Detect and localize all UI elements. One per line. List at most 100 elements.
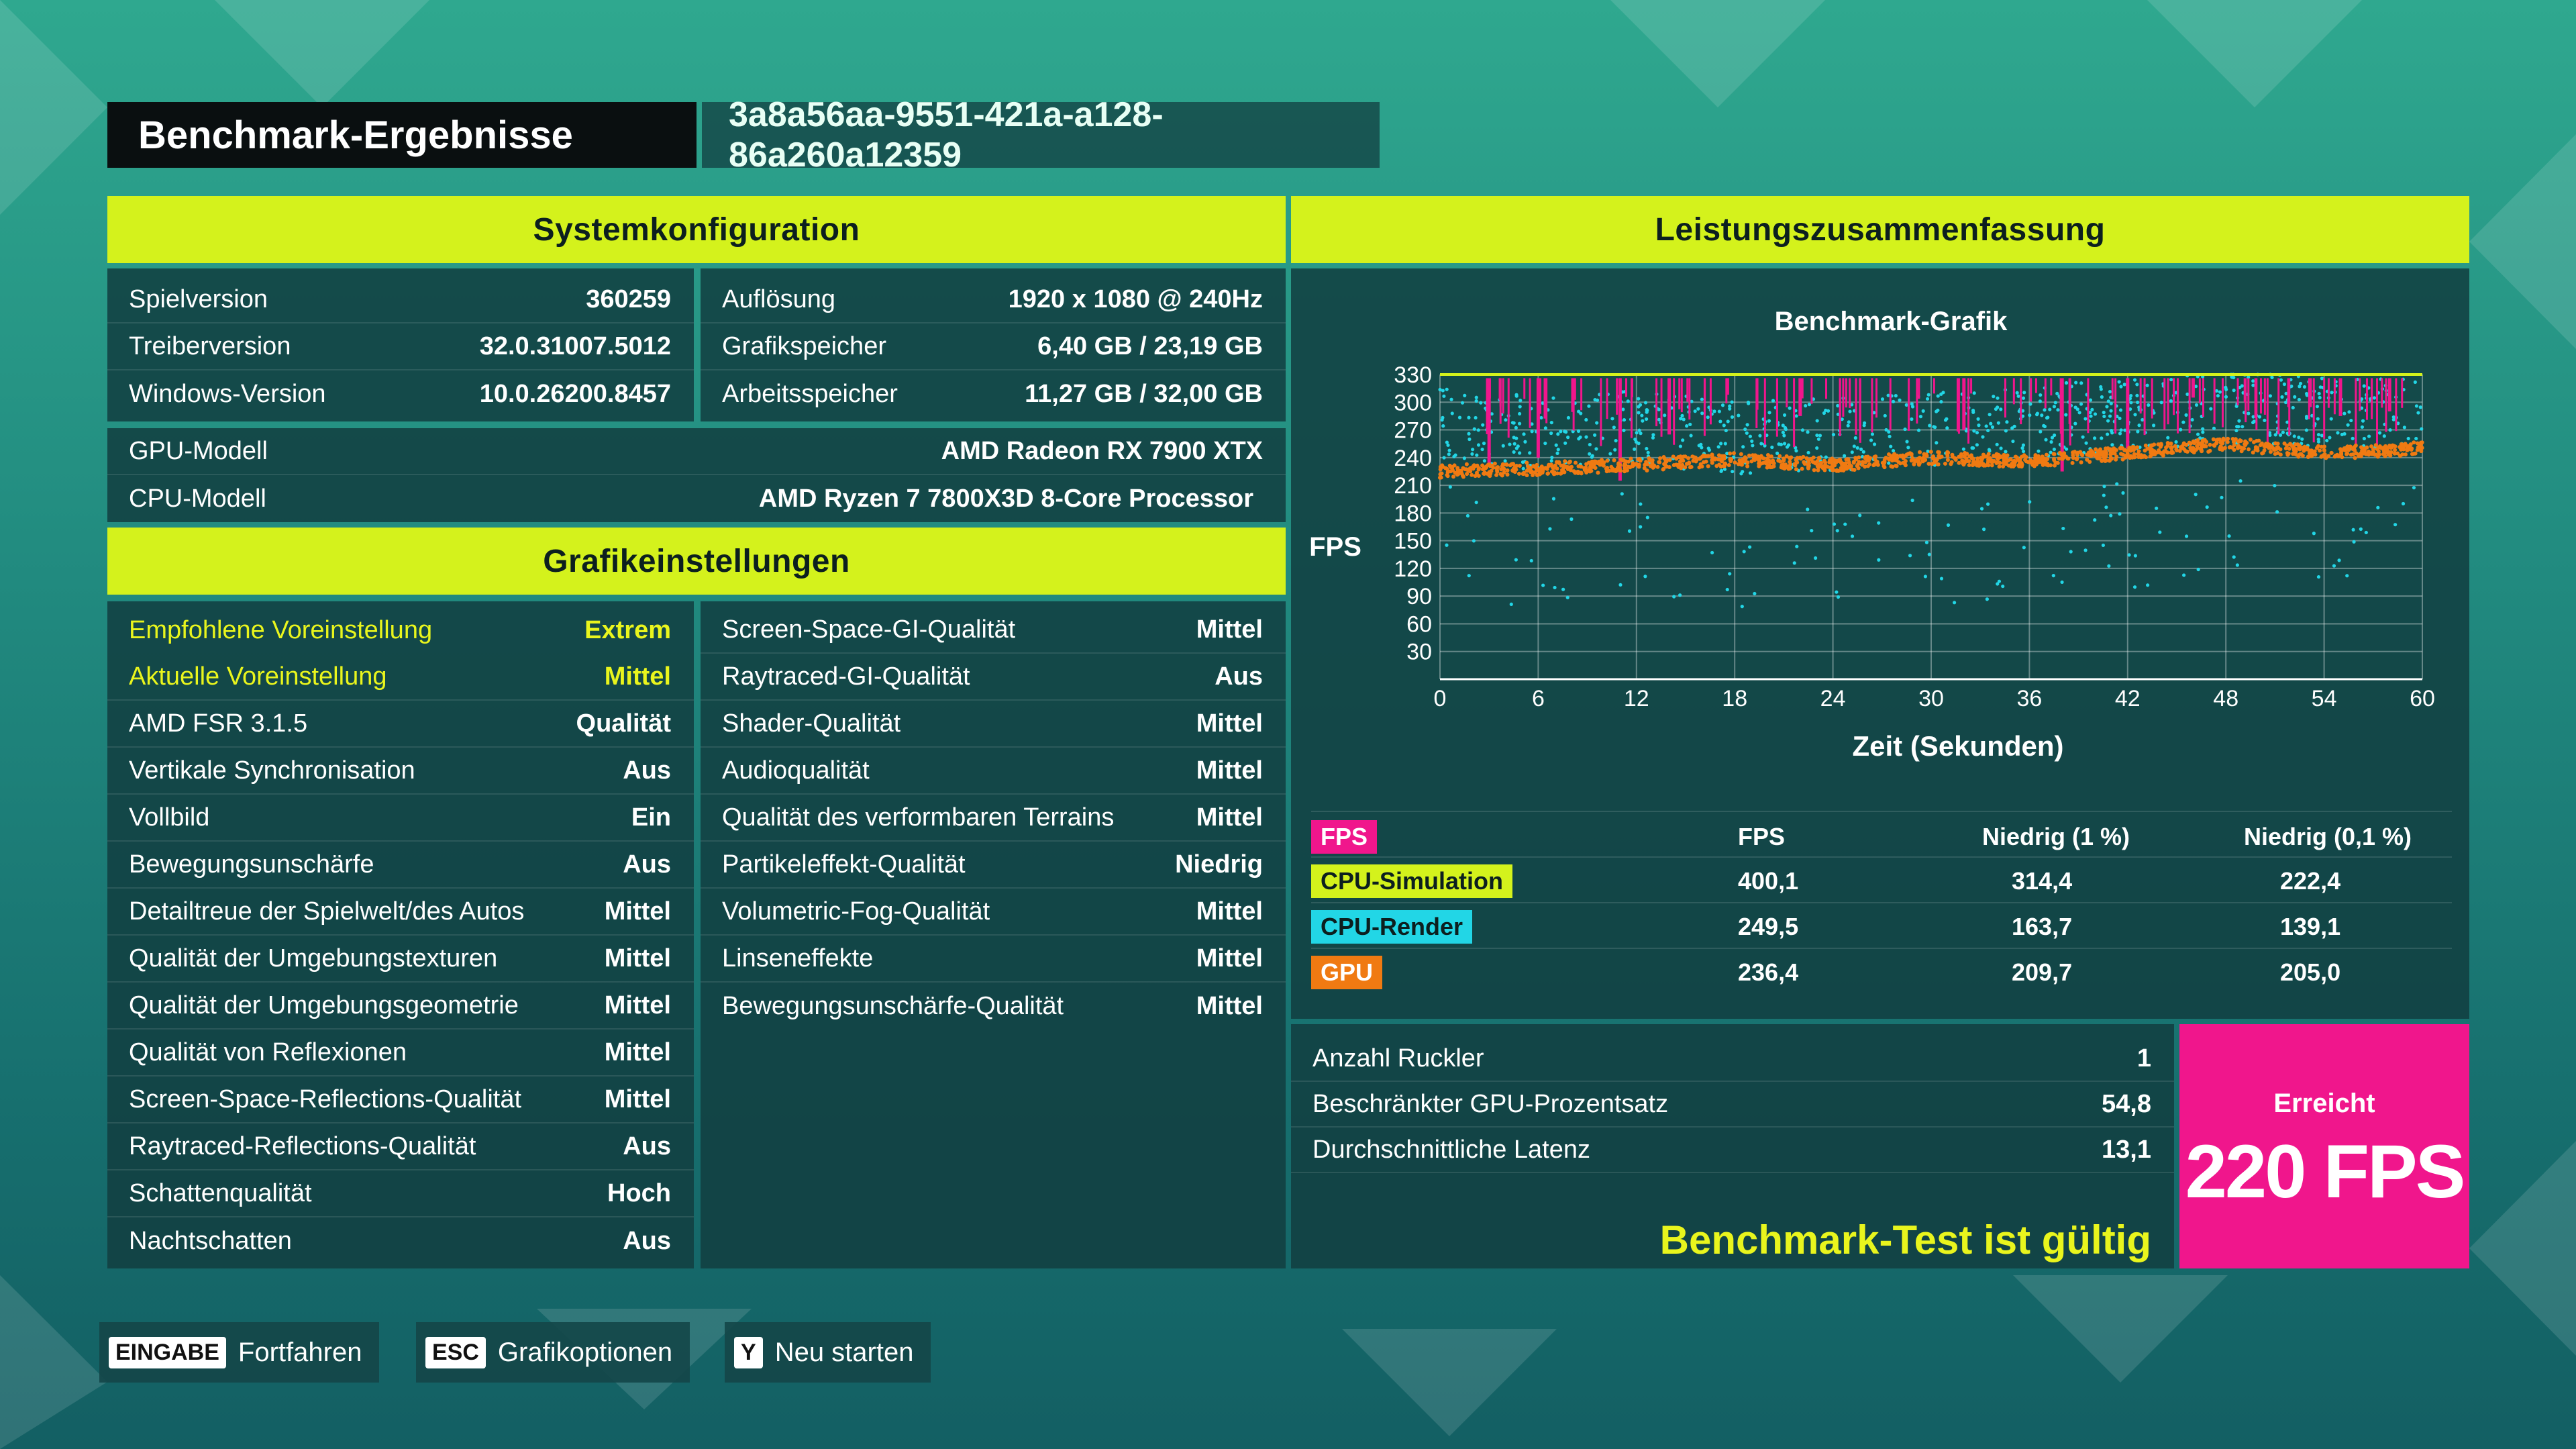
gpu-point [2316, 444, 2320, 448]
cpu-render-point [2037, 449, 2041, 453]
cpu-render-point [1996, 421, 2000, 425]
cpu-render-point [1894, 394, 1898, 398]
gpu-point [1831, 468, 1836, 472]
cpu-render-point [2235, 563, 2239, 567]
gpu-point [1975, 463, 1979, 468]
cpu-render-point [1726, 419, 1730, 423]
system-row: Windows-Version 10.0.26200.8457 [129, 379, 671, 408]
cpu-render-point [2117, 380, 2121, 384]
cpu-render-point [1482, 442, 1486, 446]
gpu-point [1563, 459, 1567, 464]
system-row: Spielversion 360259 [107, 277, 694, 323]
cpu-render-point [1898, 398, 1902, 402]
cpu-render-point [1529, 558, 1533, 563]
continue-button[interactable]: EINGABE Fortfahren [99, 1322, 380, 1383]
cpu-render-point [1975, 431, 1979, 435]
gpu-point [2340, 455, 2345, 460]
settings-row: Qualität von Reflexionen Mittel [107, 1030, 694, 1077]
gpu-point [2214, 438, 2219, 442]
cpu-render-point [1561, 587, 1565, 591]
cpu-render-point [2115, 482, 2119, 486]
settings-row: Audioqualität Mittel [701, 748, 1286, 795]
cpu-render-point [1853, 436, 1857, 440]
gpu-point [2404, 452, 2408, 457]
cpu-render-point [1438, 387, 1442, 392]
gpu-point [1612, 458, 1616, 462]
gpu-point [1794, 460, 1799, 465]
gpu-point [2196, 438, 2200, 442]
gpu-point [1605, 458, 1610, 463]
cpu-render-point [1976, 417, 1980, 421]
cpu-render-point [1782, 413, 1787, 417]
cpu-render-point [1594, 447, 1598, 451]
cpu-render-point [1988, 413, 1992, 417]
gpu-point [1629, 456, 1633, 461]
cpu-render-point [2012, 424, 2016, 428]
cpu-render-point [1633, 447, 1637, 451]
cpu-render-point [1645, 408, 1649, 413]
cpu-render-point [2273, 484, 2277, 488]
cpu-render-point [1637, 428, 1641, 432]
cpu-render-point [2088, 410, 2092, 415]
cpu-render-point [2158, 530, 2162, 534]
gpu-point [1736, 462, 1741, 466]
gpu-point [2225, 440, 2230, 444]
enter-key-icon: EINGABE [109, 1336, 226, 1368]
gpu-point [1596, 470, 1600, 475]
stats-header-row: FPS FPS Niedrig (1 %) Niedrig (0,1 %) [1311, 811, 2452, 858]
cpu-render-point [1986, 428, 1990, 433]
cpu-render-point [2118, 408, 2123, 412]
hardware-panel: GPU-Modell AMD Radeon RX 7900 XTX CPU-Mod… [107, 428, 1286, 522]
cpu-render-point [1933, 425, 1937, 430]
cpu-render-point [1551, 497, 1556, 501]
gpu-point [1898, 454, 1903, 458]
cpu-render-point [1453, 453, 1457, 457]
gpu-point [1480, 467, 1485, 472]
settings-row: Qualität der Umgebungstexturen Mittel [107, 936, 694, 983]
gpu-point [1687, 461, 1692, 466]
gpu-point [2045, 462, 2049, 467]
gpu-point [2108, 447, 2113, 452]
cpu-render-point [1587, 404, 1591, 408]
cpu-render-point [1869, 438, 1873, 442]
gpu-point [1710, 452, 1714, 457]
cpu-render-point [1981, 528, 1986, 532]
cpu-render-point [2372, 396, 2377, 400]
cpu-render-point [1740, 605, 1744, 609]
cpu-render-point [1908, 554, 1912, 558]
x-tick-label: 30 [1918, 686, 1944, 711]
gpu-point [1482, 471, 1486, 476]
cpu-render-point [2238, 479, 2243, 483]
cpu-render-point [1822, 411, 1826, 415]
cpu-render-point [1831, 432, 1836, 437]
restart-button[interactable]: Y Neu starten [725, 1322, 931, 1383]
graphics-options-button[interactable]: ESC Grafikoptionen [416, 1322, 690, 1383]
cpu-render-point [1724, 428, 1728, 433]
cpu-render-point [1939, 400, 1943, 404]
cpu-render-point [2073, 405, 2077, 409]
gpu-point [1853, 456, 1858, 460]
cpu-render-point [2028, 402, 2032, 406]
gpu-point [2208, 442, 2212, 447]
gpu-point [1631, 460, 1635, 465]
gpu-point [1890, 458, 1894, 463]
cpu-render-point [1862, 423, 1866, 428]
cpu-render-point [1910, 417, 1914, 421]
gpu-point [1612, 468, 1616, 473]
cpu-render-point [2090, 407, 2094, 411]
gpu-point [2173, 444, 2177, 448]
cpu-render-point [1539, 415, 1543, 420]
gpu-point [2408, 442, 2413, 447]
gpu-point [2318, 448, 2322, 453]
cpu-render-point [2337, 558, 2341, 562]
gpu-point [2016, 463, 2021, 468]
gpu-point [1778, 454, 1782, 458]
cpu-render-point [2039, 430, 2043, 434]
benchmark-chart: Benchmark-Grafik FPS Zeit (Sekunden) 0 6 12 18… [1309, 307, 2435, 762]
gpu-point [2169, 441, 2173, 446]
performance-heading: Leistungszusammenfassung [1291, 196, 2469, 263]
gpu-point [1800, 466, 1804, 471]
cpu-render-point [1688, 422, 1692, 426]
cpu-render-point [1663, 413, 1667, 417]
cpu-render-point [2061, 526, 2065, 531]
